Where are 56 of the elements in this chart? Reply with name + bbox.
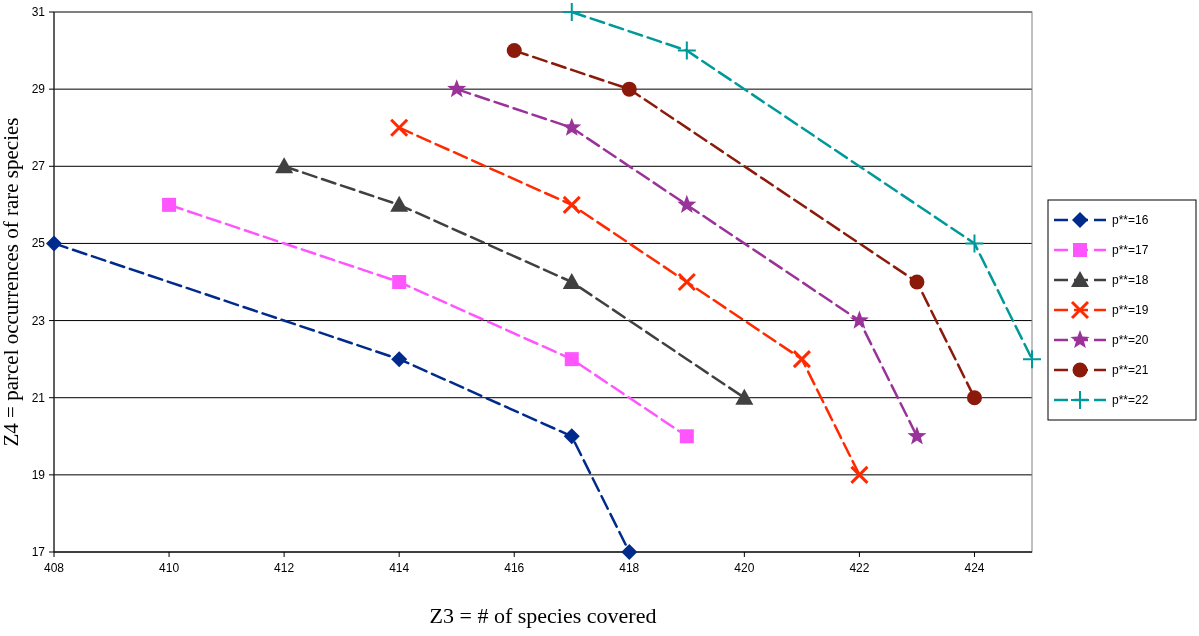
point [506, 43, 522, 59]
x-axis-title: Z3 = # of species covered [429, 603, 657, 628]
legend-label: p**=16 [1112, 213, 1149, 227]
point [679, 429, 694, 444]
x-tick-label: 414 [389, 561, 410, 575]
point [275, 157, 294, 174]
point [391, 351, 408, 368]
point [564, 352, 579, 367]
x-tick-label: 424 [964, 561, 985, 575]
legend-label: p**=22 [1112, 393, 1149, 407]
point [562, 117, 582, 136]
point [390, 195, 409, 212]
point [849, 465, 869, 485]
x-tick-label: 408 [43, 561, 65, 575]
legend-label: p**=19 [1112, 303, 1149, 317]
point [735, 388, 754, 405]
point [561, 2, 582, 22]
x-tick-label: 420 [734, 561, 755, 575]
point [621, 544, 638, 560]
y-tick-label: 29 [31, 82, 46, 97]
x-tick-label: 422 [849, 561, 870, 575]
legend-label: p**=20 [1112, 333, 1149, 347]
point [909, 274, 925, 290]
x-tick-label: 418 [619, 561, 640, 575]
point [964, 233, 985, 254]
point [563, 428, 580, 445]
point [849, 310, 869, 329]
point [676, 40, 697, 61]
point [907, 426, 927, 445]
x-tick-label: 412 [274, 561, 295, 575]
point [621, 81, 637, 97]
y-tick-label: 25 [31, 236, 46, 251]
y-tick-label: 21 [31, 390, 46, 405]
y-tick-label: 19 [31, 467, 46, 482]
x-tick-label: 416 [504, 561, 525, 575]
y-axis-title: Z4 = parcel occurrences of rare species [0, 117, 23, 447]
y-tick-label: 23 [31, 313, 46, 328]
legend-label: p**=18 [1112, 273, 1149, 287]
legend-label: p**=17 [1112, 243, 1149, 257]
y-tick-label: 31 [31, 5, 46, 19]
point [677, 272, 697, 292]
legend-label: p**=21 [1112, 363, 1149, 377]
point [392, 275, 407, 289]
point [162, 197, 177, 212]
point [389, 118, 409, 138]
point [46, 235, 62, 252]
point [966, 390, 982, 406]
y-tick-label: 17 [31, 545, 46, 559]
point [562, 195, 582, 215]
point [792, 349, 812, 369]
point [447, 79, 467, 98]
x-tick-label: 410 [159, 561, 180, 575]
y-tick-label: 27 [31, 159, 46, 174]
point [562, 273, 581, 289]
point [677, 194, 697, 213]
point [1022, 349, 1042, 370]
